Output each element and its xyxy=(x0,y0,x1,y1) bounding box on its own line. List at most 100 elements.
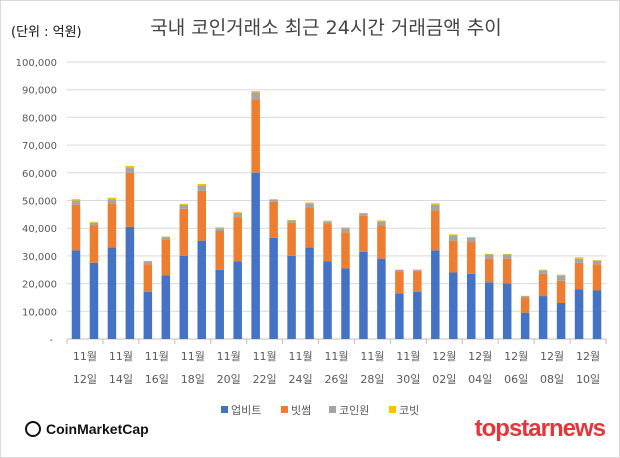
bar-빗썸 xyxy=(71,204,81,251)
bar-코빗 xyxy=(143,260,153,262)
bar-코인원 xyxy=(197,185,206,191)
x-tick-label: 11월 xyxy=(181,350,205,363)
bar-업비트 xyxy=(538,296,548,339)
y-tick-label: 10,000 xyxy=(22,307,57,318)
bar-코빗 xyxy=(287,219,296,221)
y-tick-label: 30,000 xyxy=(22,252,57,263)
y-tick-label: 60,000 xyxy=(22,169,57,180)
bar-코빗 xyxy=(233,212,242,213)
bar-코인원 xyxy=(179,204,189,209)
bar-코인원 xyxy=(71,200,81,205)
bar-코인원 xyxy=(431,204,440,211)
bar-빗썸 xyxy=(287,222,296,256)
bar-코인원 xyxy=(413,269,422,272)
bar-업비트 xyxy=(215,269,224,339)
bar-빗썸 xyxy=(89,225,99,263)
bar-코빗 xyxy=(251,91,260,93)
bar-업비트 xyxy=(377,258,386,339)
bar-코인원 xyxy=(233,212,242,218)
y-tick-label: 80,000 xyxy=(22,113,57,124)
x-tick-label: 22일 xyxy=(253,372,277,386)
x-tick-label: 24일 xyxy=(289,372,313,386)
bar-코빗 xyxy=(107,197,117,200)
x-tick-label: 20일 xyxy=(217,372,241,386)
x-tick-label: 06일 xyxy=(504,372,528,386)
bar-빗썸 xyxy=(251,99,260,173)
x-tick-label: 11월 xyxy=(217,350,241,363)
bar-업비트 xyxy=(323,261,332,339)
bar-업비트 xyxy=(556,302,566,339)
bar-코인원 xyxy=(107,199,117,204)
x-tick-label: 14일 xyxy=(109,372,133,386)
bar-코인원 xyxy=(395,269,404,272)
bar-빗썸 xyxy=(233,217,242,262)
bar-업비트 xyxy=(359,251,368,339)
bar-빗썸 xyxy=(269,201,278,238)
bar-코인원 xyxy=(323,221,332,225)
y-tick-label: 50,000 xyxy=(22,197,57,208)
bar-빗썸 xyxy=(179,208,189,256)
x-tick-label: 16일 xyxy=(145,372,169,386)
x-tick-label: 11월 xyxy=(73,350,97,363)
bar-코인원 xyxy=(538,270,548,274)
bar-코인원 xyxy=(467,237,476,243)
bar-업비트 xyxy=(574,289,584,339)
bar-빗썸 xyxy=(107,203,117,248)
bar-업비트 xyxy=(502,283,512,339)
chart-title: 국내 코인거래소 최근 24시간 거래금액 추이 xyxy=(150,17,502,39)
bar-업비트 xyxy=(395,293,404,339)
bar-빗썸 xyxy=(520,297,530,313)
bar-빗썸 xyxy=(215,230,224,270)
x-tick-label: 30일 xyxy=(396,372,420,386)
x-tick-label: 28일 xyxy=(360,372,384,386)
bar-코인원 xyxy=(251,92,260,100)
x-tick-label: 12일 xyxy=(73,372,97,386)
bar-업비트 xyxy=(179,255,189,339)
bar-코인원 xyxy=(484,254,494,259)
bar-업비트 xyxy=(269,237,278,339)
bar-빗썸 xyxy=(305,207,314,248)
legend-swatch xyxy=(329,406,336,413)
bar-빗썸 xyxy=(484,258,494,283)
bar-코인원 xyxy=(143,261,153,265)
bar-빗썸 xyxy=(467,242,476,274)
x-tick-label: 12월 xyxy=(540,350,564,363)
bar-코인원 xyxy=(574,258,584,263)
bar-업비트 xyxy=(233,261,242,339)
bar-빗썸 xyxy=(143,264,153,292)
x-tick-label: 12월 xyxy=(432,350,456,363)
bar-빗썸 xyxy=(431,210,440,251)
bar-업비트 xyxy=(287,255,296,339)
coinmarketcap-text: CoinMarketCap xyxy=(46,421,149,437)
bar-코인원 xyxy=(287,220,296,223)
bar-코인원 xyxy=(305,203,314,208)
legend-swatch xyxy=(389,406,396,413)
x-tick-label: 08일 xyxy=(540,372,564,386)
bar-업비트 xyxy=(413,291,422,339)
bar-업비트 xyxy=(449,272,458,339)
bar-코빗 xyxy=(467,237,476,238)
y-tick-label: - xyxy=(49,335,53,346)
bar-빗썸 xyxy=(323,224,332,262)
coinmarketcap-icon xyxy=(25,421,41,437)
bar-코인원 xyxy=(161,237,171,240)
x-tick-label: 18일 xyxy=(181,372,205,386)
x-tick-label: 11월 xyxy=(360,350,384,363)
legend-label: 업비트 xyxy=(231,404,261,417)
bar-빗썸 xyxy=(125,172,135,227)
unit-label: (단위 : 억원) xyxy=(11,25,82,40)
bar-업비트 xyxy=(305,247,314,339)
bar-코인원 xyxy=(89,222,99,226)
bar-코빗 xyxy=(538,269,548,271)
x-tick-label: 02일 xyxy=(432,372,456,386)
x-tick-label: 12월 xyxy=(468,350,492,363)
bar-코빗 xyxy=(179,203,189,205)
bar-코인원 xyxy=(449,235,458,241)
x-tick-label: 11월 xyxy=(145,350,169,363)
bar-빗썸 xyxy=(592,264,602,291)
bar-코인원 xyxy=(341,228,350,233)
y-tick-label: 20,000 xyxy=(22,280,57,291)
bar-코빗 xyxy=(592,260,602,261)
